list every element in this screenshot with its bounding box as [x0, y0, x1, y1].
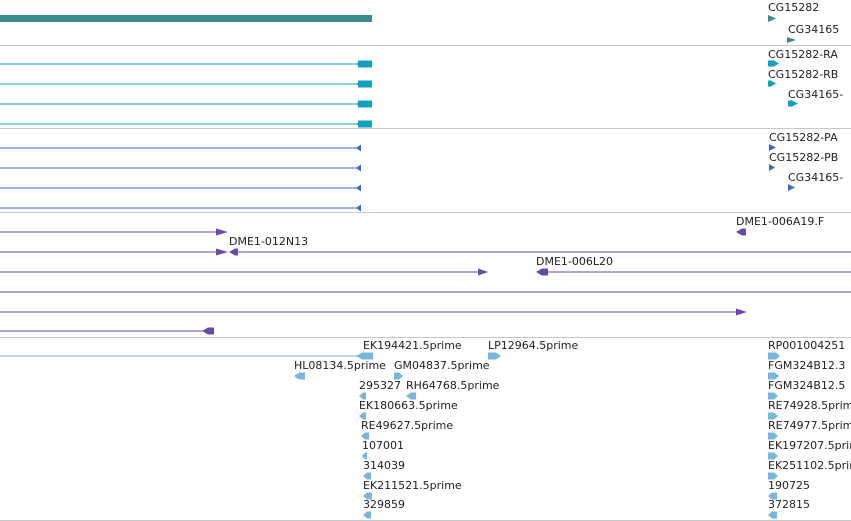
est-314039-glyph[interactable]	[363, 472, 371, 480]
est-label-EK194421[interactable]: EK194421.5prime	[363, 339, 462, 352]
protein-track-features	[0, 144, 795, 212]
transcript-CG15282-RB-glyph[interactable]	[768, 80, 776, 87]
bac-clone-track: DME1-006A19.F DME1-012N13 DME1-006L20	[0, 213, 851, 338]
transcript-label-CG15282-RA[interactable]: CG15282-RA	[768, 48, 838, 61]
transcript-row-2[interactable]	[0, 80, 372, 88]
est-FGM324B12.5-glyph[interactable]	[768, 392, 778, 400]
est-107001-glyph[interactable]	[362, 452, 367, 460]
est-EK197207-glyph[interactable]	[768, 452, 778, 460]
est-label-GM04837[interactable]: GM04837.5prime	[394, 359, 490, 372]
est-label-EK197207[interactable]: EK197207.5prime	[768, 439, 851, 452]
est-372815-glyph[interactable]	[768, 511, 777, 519]
est-295327-glyph[interactable]	[359, 392, 366, 400]
est-GM04837-glyph[interactable]	[394, 372, 403, 380]
transcript-row-3[interactable]	[0, 100, 372, 108]
protein-row-2[interactable]	[0, 164, 361, 172]
clone-row-6[interactable]	[0, 327, 214, 335]
gene-feature-CG34165-arrow[interactable]	[787, 37, 796, 43]
clone-DME1-006A19.F-glyph[interactable]	[736, 228, 746, 236]
clone-label-DME1-006A19.F[interactable]: DME1-006A19.F	[736, 215, 825, 228]
est-label-EK251102[interactable]: EK251102.5prime	[768, 459, 851, 472]
gene-feature-CG15282-body[interactable]	[0, 15, 372, 22]
est-track: EK194421.5prime LP12964.5prime RP0010042…	[0, 338, 851, 521]
est-label-FGM324B12.3[interactable]: FGM324B12.3	[768, 359, 846, 372]
protein-label-CG34165[interactable]: CG34165-	[788, 171, 844, 184]
clone-row-1[interactable]	[0, 228, 228, 236]
est-RH64768-glyph[interactable]	[406, 392, 416, 400]
est-190725-glyph[interactable]	[768, 492, 777, 500]
protein-row-4[interactable]	[0, 204, 361, 212]
clone-label-DME1-006L20[interactable]: DME1-006L20	[536, 255, 613, 268]
transcript-row-4[interactable]	[0, 120, 372, 128]
protein-label-CG15282-PA[interactable]: CG15282-PA	[769, 131, 838, 144]
est-label-295327[interactable]: 295327	[359, 379, 401, 392]
protein-label-CG15282-PB[interactable]: CG15282-PB	[769, 151, 839, 164]
gene-track: CG15282 CG34165	[0, 0, 851, 46]
est-label-RE74928[interactable]: RE74928.5prime	[768, 399, 851, 412]
est-EK211521-glyph[interactable]	[363, 492, 372, 500]
est-label-LP12964[interactable]: LP12964.5prime	[488, 339, 579, 352]
clone-label-DME1-012N13[interactable]: DME1-012N13	[229, 235, 309, 248]
est-label-RP001004251[interactable]: RP001004251	[768, 339, 846, 352]
est-329859-glyph[interactable]	[363, 511, 371, 519]
est-RE74928-glyph[interactable]	[768, 412, 778, 420]
protein-CG15282-PA-glyph[interactable]	[769, 144, 776, 151]
transcript-label-CG15282-RB[interactable]: CG15282-RB	[768, 68, 839, 81]
est-EK194421-glyph[interactable]	[363, 352, 373, 360]
est-RE74977-glyph[interactable]	[768, 432, 778, 440]
est-label-EK180663[interactable]: EK180663.5prime	[359, 399, 458, 412]
est-label-EK211521[interactable]: EK211521.5prime	[363, 479, 462, 492]
est-label-RE74977[interactable]: RE74977.5prime	[768, 419, 851, 432]
est-label-329859[interactable]: 329859	[363, 498, 405, 511]
gene-label-CG34165[interactable]: CG34165	[788, 23, 840, 36]
est-RP001004251-glyph[interactable]	[768, 352, 780, 360]
clone-row-5[interactable]	[0, 308, 747, 316]
transcript-row-1[interactable]	[0, 60, 372, 68]
clone-row-2[interactable]	[0, 248, 851, 256]
est-label-107001[interactable]: 107001	[362, 439, 404, 452]
protein-track: CG15282-PA CG15282-PB CG34165-	[0, 129, 851, 213]
est-FGM324B12.3-glyph[interactable]	[768, 372, 779, 380]
est-EK180663-glyph[interactable]	[359, 412, 366, 420]
transcript-track: CG15282-RA CG15282-RB CG34165-	[0, 46, 851, 129]
transcript-CG34165-glyph[interactable]	[788, 100, 798, 107]
protein-CG15282-PB-glyph[interactable]	[769, 164, 775, 171]
est-label-RH64768[interactable]: RH64768.5prime	[406, 379, 500, 392]
est-label-RE49627[interactable]: RE49627.5prime	[361, 419, 454, 432]
est-track-features	[0, 352, 780, 519]
est-label-314039[interactable]: 314039	[363, 459, 405, 472]
protein-CG34165-glyph[interactable]	[788, 184, 795, 191]
transcript-track-features	[0, 60, 798, 128]
est-label-HL08134[interactable]: HL08134.5prime	[294, 359, 386, 372]
bac-clone-track-features	[0, 228, 851, 335]
protein-row-3[interactable]	[0, 184, 361, 192]
est-label-190725[interactable]: 190725	[768, 479, 810, 492]
gene-label-CG15282[interactable]: CG15282	[768, 1, 820, 14]
transcript-CG15282-RA-glyph[interactable]	[768, 60, 779, 67]
est-label-FGM324B12.5[interactable]: FGM324B12.5	[768, 379, 846, 392]
transcript-label-CG34165[interactable]: CG34165-	[788, 88, 844, 101]
est-RE49627-glyph[interactable]	[361, 432, 369, 440]
est-HL08134-glyph[interactable]	[294, 372, 305, 380]
est-EK251102-glyph[interactable]	[768, 472, 778, 480]
gene-track-features	[0, 15, 796, 43]
est-label-372815[interactable]: 372815	[768, 498, 810, 511]
protein-row-1[interactable]	[0, 144, 361, 152]
clone-row-3[interactable]	[0, 268, 851, 276]
est-LP12964-glyph[interactable]	[488, 352, 501, 360]
gene-feature-CG15282-arrow[interactable]	[768, 15, 776, 22]
